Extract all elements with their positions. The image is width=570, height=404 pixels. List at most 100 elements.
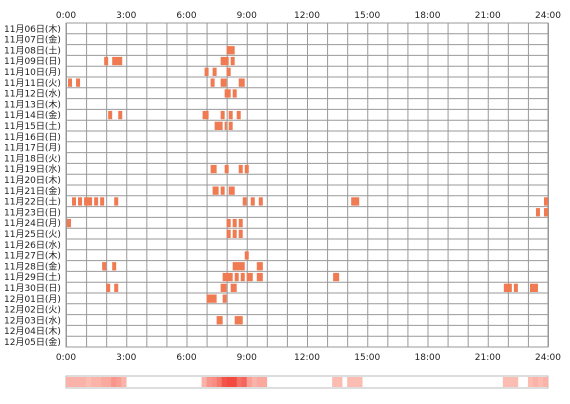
activity-block	[112, 262, 117, 271]
x-tick-label-top: 24:00	[535, 11, 561, 21]
activity-block	[114, 283, 119, 292]
activity-block	[242, 197, 247, 206]
row-label: 11月29日(土)	[4, 271, 61, 283]
activity-block	[228, 186, 235, 195]
x-tick-label-top: 15:00	[354, 11, 380, 21]
row-label: 11月09日(日)	[4, 56, 61, 67]
activity-block	[351, 197, 360, 206]
x-tick-label-bottom: 12:00	[294, 353, 320, 363]
density-cell	[537, 377, 544, 387]
row-label: 11月16日(日)	[4, 132, 61, 143]
density-cell	[532, 377, 539, 387]
activity-block	[228, 110, 233, 120]
activity-block	[250, 197, 255, 206]
activity-block	[513, 283, 518, 292]
x-tick-label-top: 18:00	[415, 11, 441, 21]
activity-block	[258, 197, 263, 206]
x-tick-label-top: 21:00	[475, 11, 501, 21]
row-label: 12月03日(水)	[4, 314, 61, 326]
activity-block	[246, 272, 253, 282]
density-cell	[216, 377, 222, 387]
activity-block	[232, 89, 237, 98]
row-label: 11月14日(金)	[4, 109, 61, 121]
activity-block	[234, 316, 243, 325]
density-cell	[206, 377, 212, 387]
activity-block	[112, 56, 123, 66]
density-cell	[111, 377, 117, 387]
density-cell	[96, 377, 102, 387]
activity-block	[224, 164, 229, 174]
activity-block	[333, 272, 340, 282]
activity-block	[244, 164, 249, 174]
row-label: 11月21日(金)	[4, 185, 61, 197]
activity-block	[220, 283, 227, 292]
activity-block	[244, 251, 249, 260]
row-label: 12月02日(火)	[4, 305, 61, 316]
row-label: 11月10日(月)	[4, 67, 61, 78]
activity-block	[204, 67, 209, 76]
density-cell	[76, 377, 82, 387]
density-cell	[357, 377, 363, 387]
activity-block	[106, 283, 111, 292]
density-cell	[251, 377, 258, 387]
density-cell	[221, 377, 227, 387]
activity-block	[84, 197, 93, 206]
activity-block	[503, 283, 512, 292]
density-cell	[201, 377, 207, 387]
density-cell	[352, 377, 358, 387]
activity-block	[256, 272, 263, 282]
density-cell	[246, 377, 253, 387]
activity-block	[535, 208, 540, 217]
activity-block	[220, 56, 229, 66]
x-tick-label-bottom: 24:00	[535, 353, 561, 363]
density-cell	[241, 377, 248, 387]
activity-block	[238, 218, 243, 228]
activity-block	[529, 283, 538, 292]
row-label: 11月30日(日)	[4, 283, 61, 294]
activity-block	[228, 121, 233, 130]
activity-block	[94, 197, 99, 206]
row-label: 11月27日(木)	[4, 250, 61, 262]
x-tick-label-top: 6:00	[176, 11, 196, 21]
density-cell	[542, 377, 549, 387]
activity-block	[216, 316, 223, 325]
activity-block	[543, 197, 548, 206]
density-cell	[106, 377, 112, 387]
activity-block	[220, 186, 225, 195]
density-cell	[226, 377, 232, 387]
x-tick-label-top: 12:00	[294, 11, 320, 21]
density-cell	[236, 377, 243, 387]
activity-block	[118, 110, 123, 120]
row-label: 12月05日(金)	[4, 336, 61, 348]
x-tick-label-top: 3:00	[116, 11, 136, 21]
activity-block	[232, 218, 237, 228]
activity-block	[108, 110, 113, 120]
row-label: 11月23日(日)	[4, 207, 61, 218]
activity-block	[78, 197, 83, 206]
x-tick-label-bottom: 9:00	[237, 353, 257, 363]
row-label: 11月17日(月)	[4, 143, 61, 154]
density-cell	[211, 377, 217, 387]
activity-block	[67, 218, 72, 228]
density-cell	[512, 377, 519, 387]
row-label: 12月01日(月)	[4, 294, 61, 305]
x-tick-label-bottom: 3:00	[116, 353, 136, 363]
x-tick-label-bottom: 21:00	[475, 353, 501, 363]
density-cell	[332, 377, 338, 387]
activity-block	[234, 272, 239, 282]
activity-block	[232, 229, 237, 238]
density-cell	[261, 377, 268, 387]
x-tick-label-bottom: 6:00	[176, 353, 196, 363]
row-label: 11月06日(木)	[4, 23, 61, 35]
activity-block	[210, 78, 215, 87]
activity-block	[236, 110, 241, 120]
row-label: 11月25日(火)	[4, 229, 61, 240]
activity-block	[230, 283, 237, 292]
density-cell	[507, 377, 514, 387]
row-label: 11月11日(火)	[4, 78, 61, 89]
activity-block	[214, 121, 223, 130]
row-label: 11月07日(金)	[4, 34, 61, 46]
activity-block	[72, 197, 77, 206]
